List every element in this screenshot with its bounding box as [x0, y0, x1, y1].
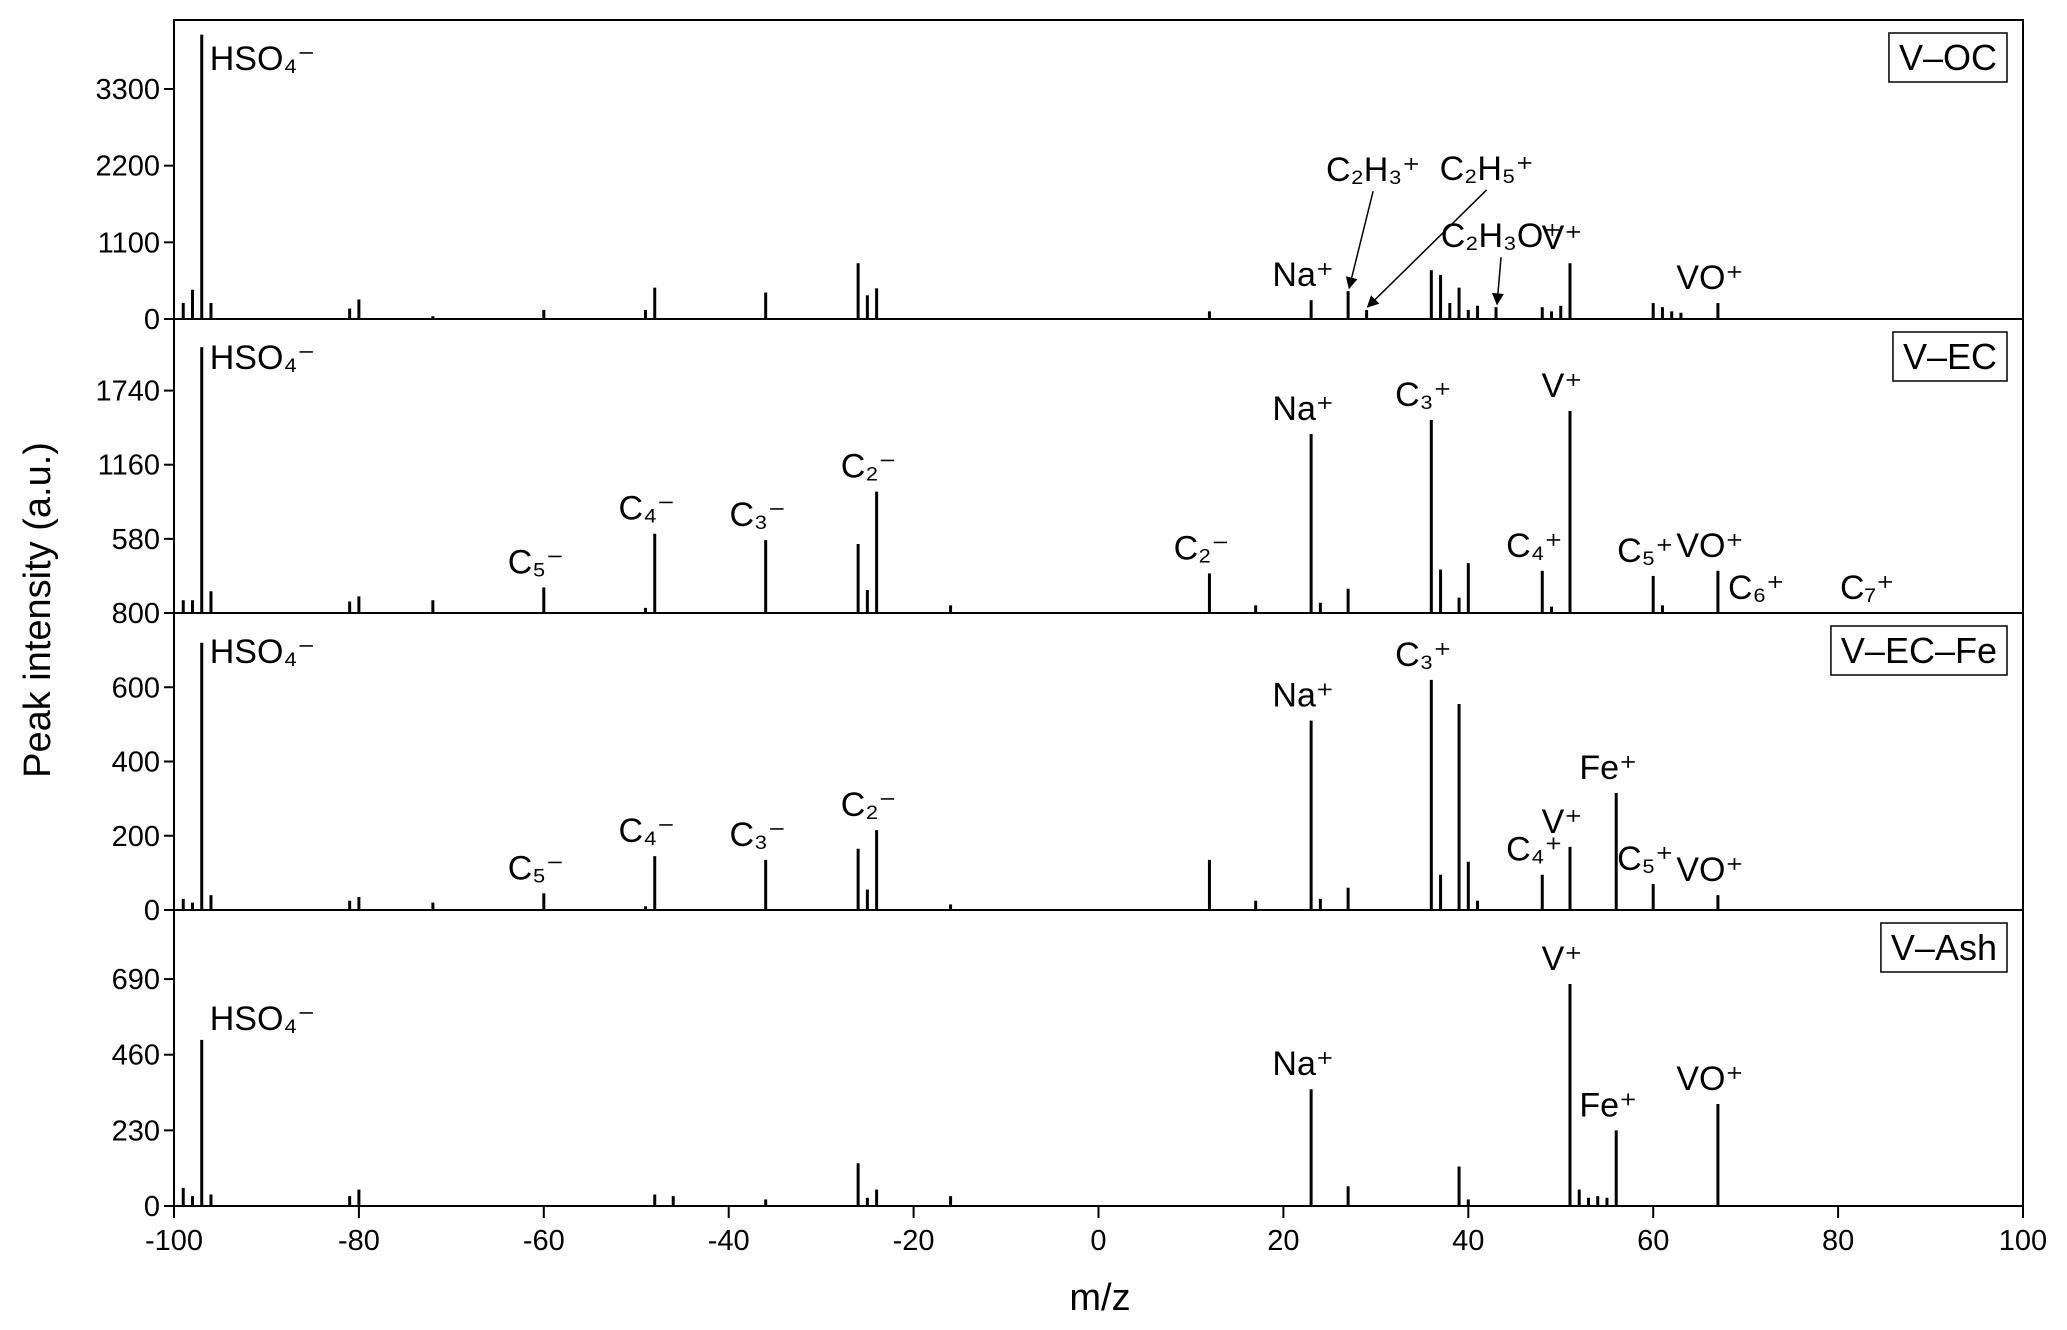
peak-label: C₃⁺	[1395, 376, 1451, 414]
x-tick-label: 20	[1267, 1225, 1299, 1257]
peak-label: C₅⁺	[1617, 840, 1673, 878]
y-tick-label: 0	[144, 304, 160, 336]
peak-label: Na⁺	[1272, 390, 1333, 428]
x-tick-label: 60	[1637, 1225, 1669, 1257]
peak-label: C₂⁻	[841, 448, 897, 486]
x-tick-label: -60	[523, 1225, 565, 1257]
peak-label: V⁺	[1542, 367, 1583, 405]
peak-label: Fe⁺	[1579, 1086, 1637, 1124]
peak-label: Fe⁺	[1579, 749, 1637, 787]
peak-label: C₂H₃⁺	[1326, 151, 1420, 189]
peak-label: C₄⁺	[1506, 831, 1562, 869]
panel-frame	[173, 612, 2024, 911]
y-tick-label: 460	[112, 1040, 160, 1072]
peak-label: C₅⁻	[508, 849, 564, 887]
panel-frame	[173, 909, 2024, 1207]
y-tick-label: 800	[112, 598, 160, 630]
x-tick-label: -20	[893, 1225, 935, 1257]
peak-label: VO⁺	[1676, 259, 1743, 297]
peak-label: C₂⁻	[841, 786, 897, 824]
x-tick-label: -100	[145, 1225, 203, 1257]
y-tick-label: 580	[112, 524, 160, 556]
peak-label: C₆⁺	[1728, 569, 1784, 607]
peak-label: VO⁺	[1676, 851, 1743, 889]
peak-label: V⁺	[1542, 219, 1583, 257]
y-tick-label: 400	[112, 747, 160, 779]
y-tick-label: 1100	[98, 227, 160, 259]
peak-label: C₃⁻	[730, 816, 786, 854]
panel-frame	[173, 19, 2024, 320]
x-tick-label: -40	[708, 1225, 750, 1257]
y-tick-label: 0	[144, 895, 160, 927]
peak-label: C₃⁻	[730, 496, 786, 534]
peak-label: C₂⁻	[1174, 529, 1230, 567]
peak-label: C₂H₅⁺	[1440, 150, 1534, 188]
peak-label: C₃⁺	[1395, 636, 1451, 674]
panel-label-box	[1892, 331, 2008, 382]
x-tick-label: 80	[1822, 1225, 1854, 1257]
x-tick-label: 100	[1999, 1225, 2047, 1257]
peak-label: HSO₄⁻	[210, 40, 316, 78]
panel-label: V–Ash	[1891, 927, 1997, 968]
peak-label: Na⁺	[1272, 677, 1333, 715]
panel-label: V–EC–Fe	[1841, 630, 1997, 671]
label-arrow	[1491, 257, 1504, 306]
y-tick-label: 0	[144, 1191, 160, 1223]
y-tick-label: 600	[112, 672, 160, 704]
y-tick-label: 1160	[98, 450, 160, 482]
peak-label: VO⁺	[1676, 527, 1743, 565]
panel-label-box	[1888, 32, 2008, 83]
peak-label: HSO₄⁻	[210, 339, 316, 377]
peak-label: C₇⁺	[1840, 569, 1894, 607]
panel-label: V–OC	[1899, 37, 1997, 78]
x-tick-label: 40	[1452, 1225, 1484, 1257]
peak-label: VO⁺	[1676, 1060, 1743, 1098]
y-axis-label: Peak intensity (a.u.)	[17, 442, 59, 778]
peak-label: HSO₄⁻	[210, 633, 316, 671]
y-tick-label: 230	[112, 1115, 160, 1147]
peak-label: V⁺	[1542, 803, 1583, 841]
peak-label: HSO₄⁻	[210, 1000, 316, 1038]
peak-label: Na⁺	[1272, 1045, 1333, 1083]
y-tick-label: 3300	[95, 74, 160, 106]
peak-label: C₂H₃O⁺	[1441, 217, 1562, 255]
label-arrow	[1345, 190, 1374, 290]
peak-label: C₄⁻	[619, 490, 675, 528]
y-tick-label: 690	[112, 964, 160, 996]
y-tick-label: 2200	[95, 151, 160, 183]
peak-label: C₅⁺	[1617, 532, 1673, 570]
y-tick-label: 1740	[95, 376, 160, 408]
peak-label: C₄⁺	[1506, 527, 1562, 565]
panel-label-box	[1880, 922, 2008, 973]
peak-label: V⁺	[1542, 940, 1583, 978]
y-tick-label: 200	[112, 821, 160, 853]
peak-label: C₄⁻	[619, 812, 675, 850]
x-tick-label: 0	[1090, 1225, 1106, 1257]
peak-label: Na⁺	[1272, 256, 1333, 294]
x-tick-label: -80	[338, 1225, 380, 1257]
x-axis-label: m/z	[1069, 1277, 1130, 1319]
peak-label: C₅⁻	[508, 543, 564, 581]
panel-label-box	[1830, 625, 2008, 676]
label-arrow	[1366, 189, 1488, 308]
panel-label: V–EC	[1903, 336, 1997, 377]
